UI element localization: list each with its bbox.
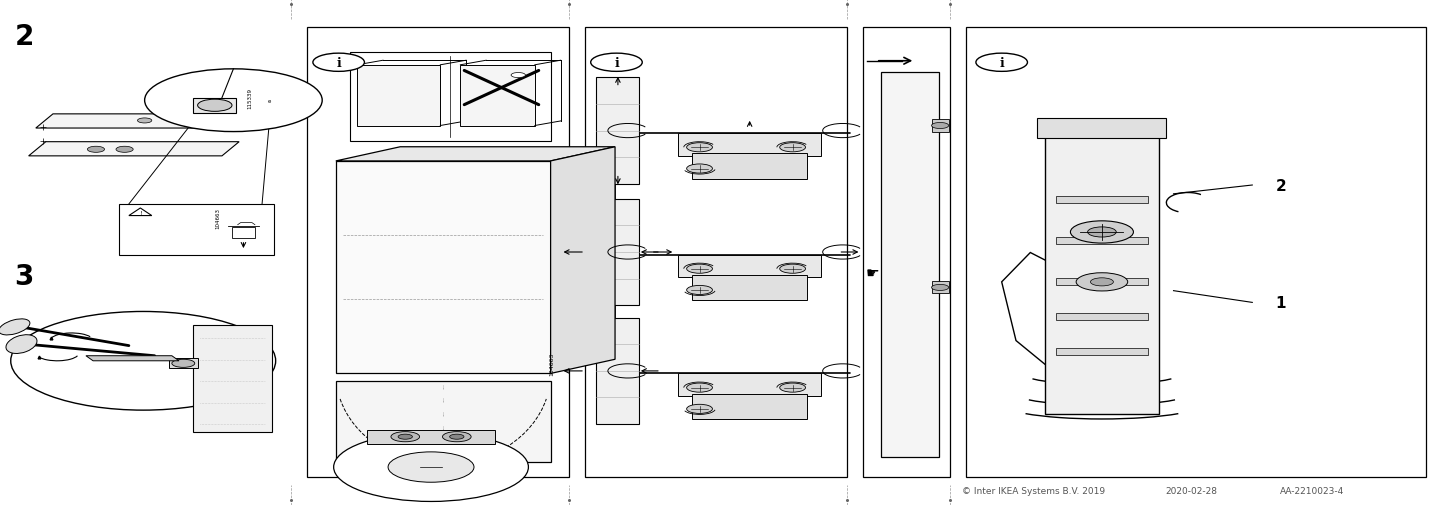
Bar [115,145,136,155]
Circle shape [450,434,464,439]
Ellipse shape [6,335,37,354]
Bar [679,134,822,157]
Circle shape [931,285,949,291]
Bar [597,78,640,184]
Circle shape [1088,227,1117,237]
Text: i: i [1000,57,1004,70]
Bar [1057,196,1148,203]
Text: 1: 1 [1276,295,1286,310]
Circle shape [312,54,364,72]
Circle shape [779,143,805,153]
Text: 104663: 104663 [550,352,554,375]
Text: AA-2210023-4: AA-2210023-4 [1280,486,1345,495]
Circle shape [591,54,642,72]
Circle shape [977,54,1028,72]
Bar [461,66,536,126]
Bar [193,98,236,114]
Bar [679,374,822,396]
Circle shape [511,73,526,78]
Bar [169,117,188,125]
Circle shape [442,432,471,442]
Text: © Inter IKEA Systems B.V. 2019: © Inter IKEA Systems B.V. 2019 [962,486,1106,495]
Polygon shape [129,209,152,216]
Circle shape [334,433,528,501]
Polygon shape [36,115,232,129]
Circle shape [398,434,412,439]
Bar [1057,313,1148,320]
Bar [679,255,822,278]
Bar [932,120,949,132]
Bar [349,53,551,141]
Text: 2020-02-28: 2020-02-28 [1166,486,1217,495]
Bar [169,359,198,369]
Circle shape [1071,221,1134,243]
Circle shape [687,143,713,153]
Bar [882,73,939,457]
Text: 104663: 104663 [215,208,221,229]
Circle shape [87,147,105,153]
Circle shape [687,286,713,295]
Bar [232,228,255,239]
Bar [1057,348,1148,356]
Bar [597,199,640,306]
Text: 2: 2 [14,23,34,50]
Bar [597,318,640,424]
Circle shape [931,123,949,129]
Bar [1045,121,1160,414]
Bar [693,154,808,179]
Text: i: i [614,57,619,70]
Circle shape [116,147,133,153]
Circle shape [1077,273,1128,291]
Bar [965,28,1426,477]
Circle shape [172,360,195,368]
Bar [1057,237,1148,244]
Circle shape [779,265,805,274]
Ellipse shape [11,312,276,410]
Bar [1057,278,1148,285]
Bar [306,28,570,477]
Circle shape [687,165,713,174]
Bar [932,282,949,294]
Bar [119,205,274,255]
Bar [335,162,550,374]
Polygon shape [335,147,614,162]
Circle shape [779,383,805,392]
Text: ☛: ☛ [865,265,879,280]
Bar [693,275,808,300]
Circle shape [687,405,713,414]
Text: !: ! [139,211,142,216]
Circle shape [198,100,232,112]
Text: 2: 2 [1276,178,1286,193]
Circle shape [388,452,474,482]
Text: i: i [337,57,341,70]
Polygon shape [1002,253,1065,370]
Bar [136,117,155,125]
Polygon shape [29,142,239,157]
Circle shape [687,265,713,274]
Bar [86,145,107,155]
Bar [358,66,441,126]
Bar [1038,119,1166,139]
Circle shape [1091,278,1114,286]
Bar [193,326,272,432]
Circle shape [137,119,152,124]
Text: e: e [268,98,271,104]
Circle shape [170,119,185,124]
Circle shape [145,70,322,132]
Circle shape [687,383,713,392]
Bar [367,430,495,444]
Text: 3: 3 [14,263,34,290]
Circle shape [391,432,420,442]
Bar [335,381,550,462]
Bar [584,28,848,477]
Polygon shape [550,147,614,374]
Polygon shape [86,356,179,361]
Bar [862,28,951,477]
Bar [400,147,616,360]
Text: 115339: 115339 [248,88,252,109]
Ellipse shape [0,319,30,335]
Bar [693,394,808,419]
